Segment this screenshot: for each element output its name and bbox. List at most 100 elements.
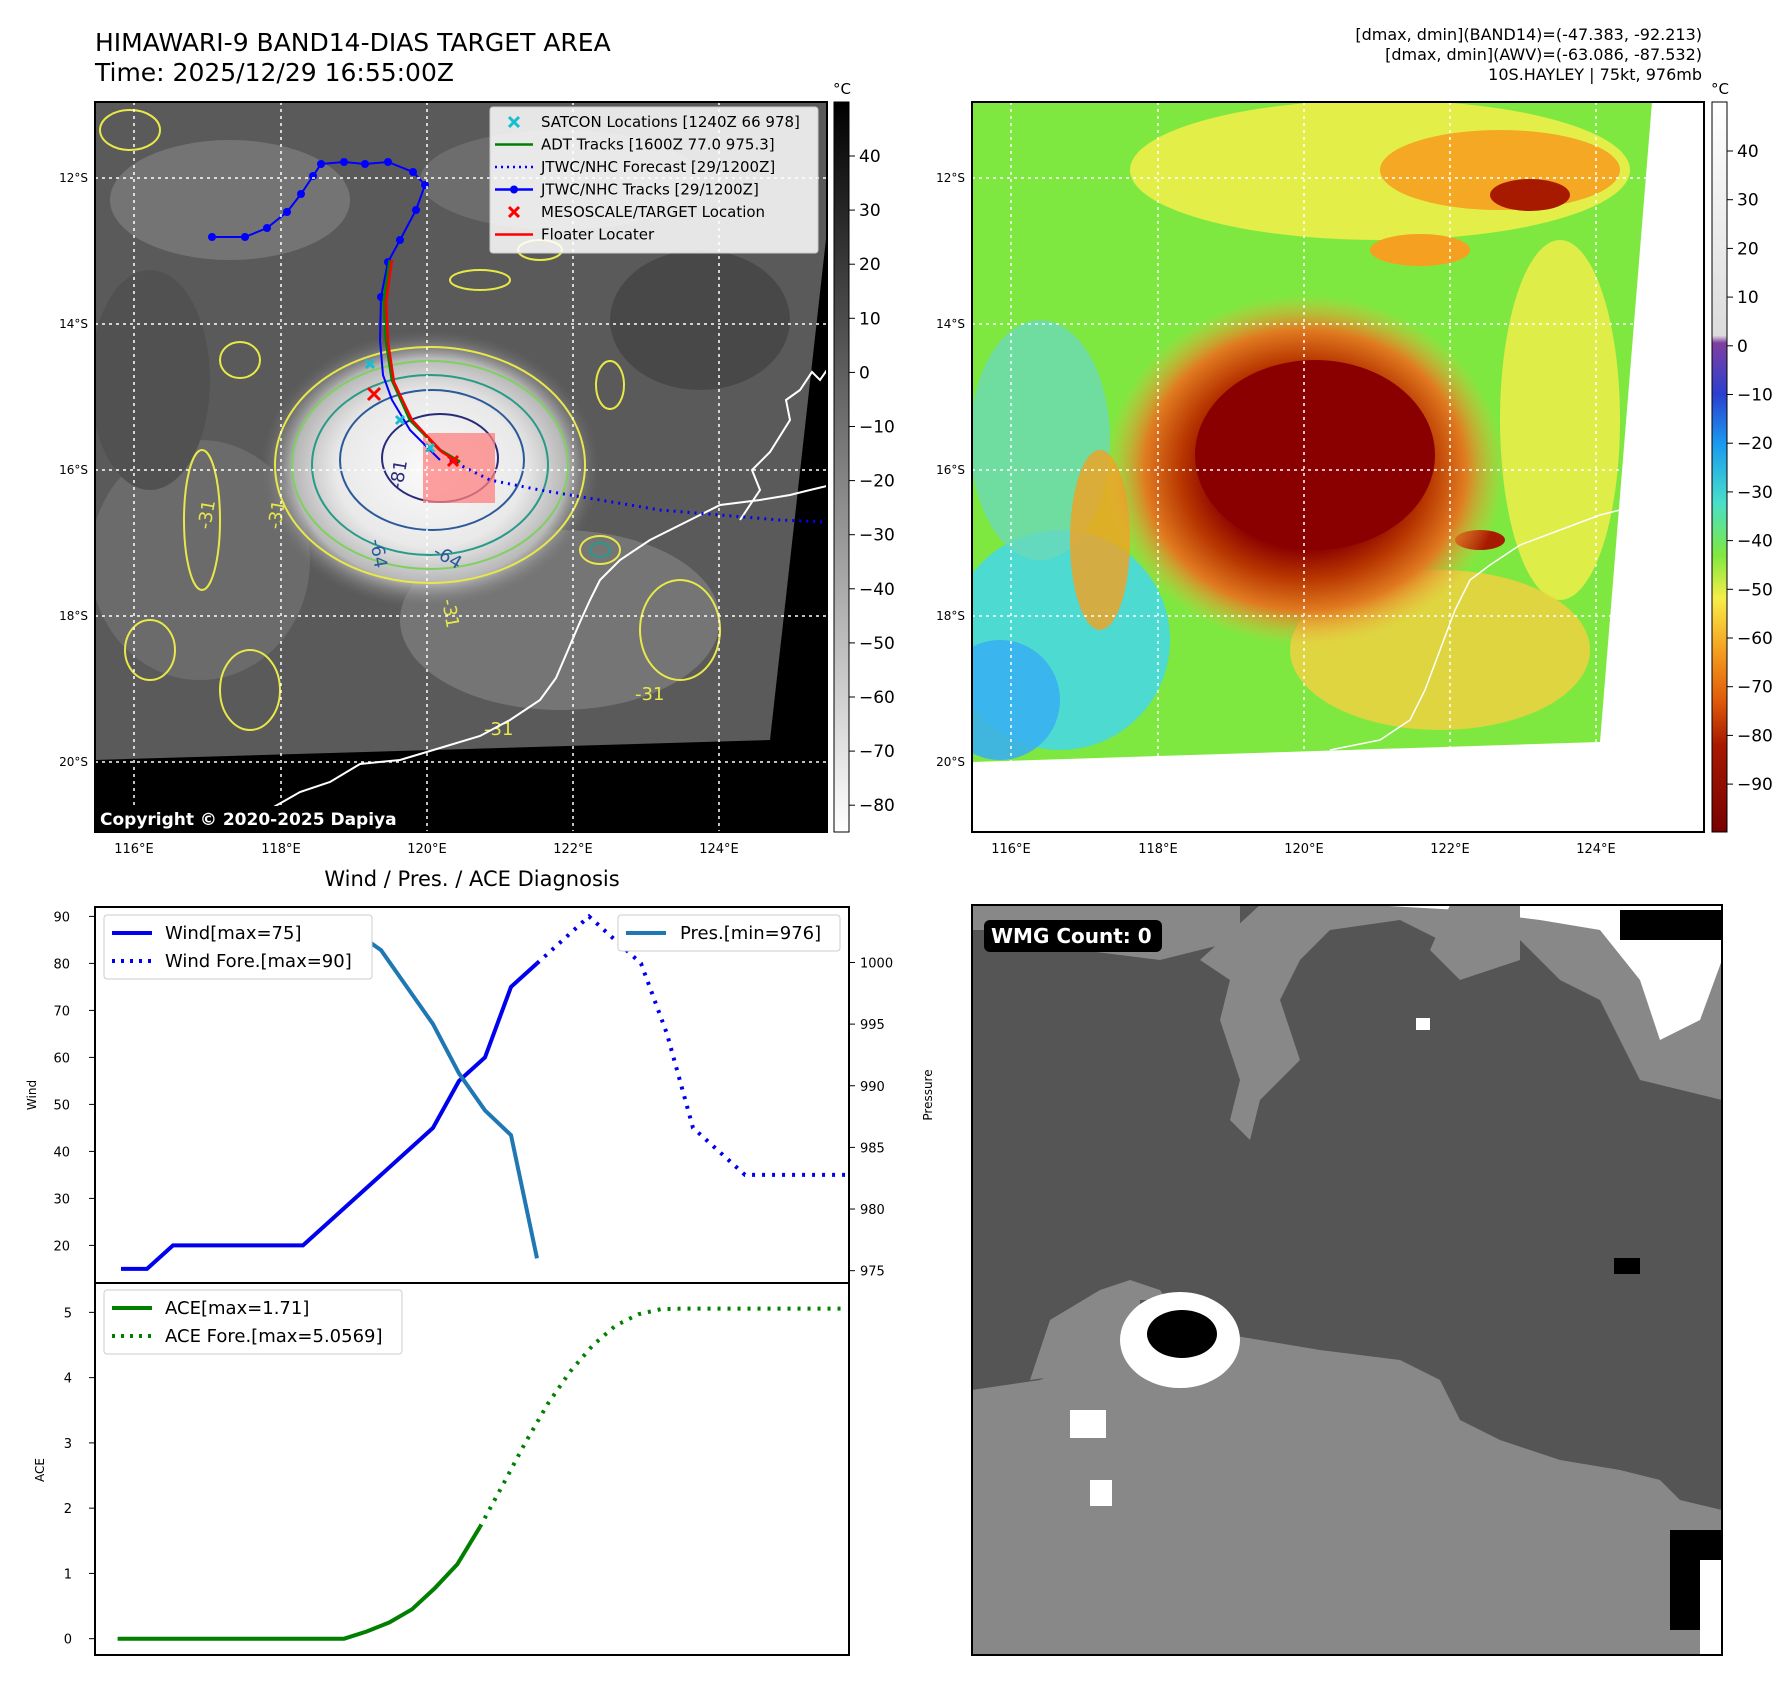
ir-map-panel: -31 -64 -64 -81 -31 -31 -31 -31 bbox=[94, 101, 828, 833]
wind-pressure-chart: 20 30 40 50 60 70 80 90 975 980 985 990 995 1000 Win… bbox=[25, 906, 935, 1284]
coastline-right bbox=[1329, 499, 1653, 751]
copyright-box bbox=[95, 806, 415, 832]
lon-label: 116°E bbox=[114, 842, 154, 857]
wmg-panel: WMG Count: 0 bbox=[971, 904, 1723, 1656]
wind-tick-label: 50 bbox=[53, 1098, 70, 1113]
contour-label: -31 bbox=[635, 684, 664, 705]
lat-label: 12°S bbox=[59, 171, 88, 185]
lon-label: 116°E bbox=[991, 842, 1031, 857]
colorbar-unit: °C bbox=[833, 80, 851, 98]
ace-tick-label: 5 bbox=[64, 1306, 72, 1321]
colorbar-tick-label: 30 bbox=[859, 201, 881, 221]
legend-wind: Wind[max=75] bbox=[165, 923, 302, 944]
pressure-tick-label: 975 bbox=[860, 1265, 885, 1280]
colorbar-tick-label: 30 bbox=[1737, 191, 1759, 211]
colorbar-tick-label: −70 bbox=[859, 742, 895, 762]
pressure-tick-label: 990 bbox=[860, 1080, 885, 1095]
colorbar-tick-label: −10 bbox=[1737, 386, 1773, 406]
color-lon-labels: 116°E 118°E 120°E 122°E 124°E bbox=[991, 842, 1616, 857]
info-storm: 10S.HAYLEY | 75kt, 976mb bbox=[1488, 65, 1702, 84]
ir-lat-labels: 12°S 14°S 16°S 18°S 20°S bbox=[59, 171, 88, 769]
colorbar-tick-label: 40 bbox=[859, 147, 881, 167]
ace-tick-label: 4 bbox=[64, 1372, 72, 1387]
color-storm-core bbox=[1195, 360, 1435, 550]
pressure-legend: Pres.[min=976] bbox=[617, 914, 841, 952]
colorbar-tick-label: −50 bbox=[1737, 580, 1773, 600]
legend-entry: SATCON Locations [1240Z 66 978] bbox=[507, 113, 800, 131]
wmg-count: WMG Count: 0 bbox=[991, 924, 1152, 948]
legend-label: ADT Tracks [1600Z 77.0 975.3] bbox=[541, 136, 775, 154]
lon-label: 124°E bbox=[699, 842, 739, 857]
wind-axis-label: Wind bbox=[25, 1080, 39, 1110]
wind-tick-label: 60 bbox=[53, 1051, 70, 1066]
legend-marker bbox=[507, 115, 521, 129]
color-lat-labels: 12°S 14°S 16°S 18°S 20°S bbox=[936, 171, 965, 769]
color-colorbar: °C 40 30 20 10 0 −10 −20 −30 −40 −50 −60 −70 −80 −90 bbox=[1711, 80, 1773, 833]
track-legend: SATCON Locations [1240Z 66 978] ADT Track… bbox=[489, 106, 819, 254]
series-line-0 bbox=[117, 1526, 482, 1641]
contour-label: -81 bbox=[386, 458, 412, 491]
coastline-north bbox=[739, 369, 827, 521]
ir-cloud-texture bbox=[95, 130, 790, 710]
colorbar-tick-label: −80 bbox=[859, 796, 895, 816]
wind-legend: Wind[max=75] Wind Fore.[max=90] bbox=[103, 914, 373, 980]
colorbar-tick-label: 20 bbox=[1737, 239, 1759, 259]
contour-label: -31 bbox=[194, 498, 220, 531]
pressure-tick-label: 1000 bbox=[860, 956, 893, 971]
legend-label: Floater Locater bbox=[541, 226, 655, 244]
color-gridlines bbox=[972, 102, 1704, 832]
legend-entry: MESOSCALE/TARGET Location bbox=[507, 203, 765, 221]
lat-label: 14°S bbox=[59, 317, 88, 331]
legend-entry: JTWC/NHC Forecast [29/1200Z] bbox=[495, 158, 775, 176]
lat-label: 18°S bbox=[59, 609, 88, 623]
gray-colorbar: °C 40 30 20 10 0 −10 −20 −30 −40 −50 −60 −70 −80 bbox=[833, 80, 895, 833]
colorbar-tick-label: 20 bbox=[859, 255, 881, 275]
colorbar-tick-label: −60 bbox=[859, 688, 895, 708]
ir-lon-labels: 116°E 118°E 120°E 122°E 124°E bbox=[114, 842, 739, 857]
contour-label: -31 bbox=[437, 597, 463, 630]
legend-pressure: Pres.[min=976] bbox=[680, 923, 821, 944]
ace-legend: ACE[max=1.71] ACE Fore.[max=5.0569] bbox=[103, 1289, 403, 1355]
jtwc-track-points bbox=[208, 158, 429, 301]
legend-ace: ACE[max=1.71] bbox=[165, 1298, 309, 1319]
figure-time: Time: 2025/12/29 16:55:00Z bbox=[94, 58, 454, 87]
ace-tick-label: 3 bbox=[64, 1437, 72, 1452]
floater-track bbox=[384, 259, 459, 464]
legend-entry: ADT Tracks [1600Z 77.0 975.3] bbox=[495, 136, 775, 154]
legend-marker bbox=[507, 205, 521, 219]
colorbar-tick-label: −20 bbox=[859, 472, 895, 492]
wmg-field bbox=[972, 905, 1722, 1655]
pressure-tick-label: 995 bbox=[860, 1018, 885, 1033]
legend-label: JTWC/NHC Tracks [29/1200Z] bbox=[540, 181, 759, 199]
series-line-1 bbox=[535, 913, 849, 1177]
colorbar-tick-label: −70 bbox=[1737, 678, 1773, 698]
colorbar-tick-label: 10 bbox=[859, 309, 881, 329]
figure-title: HIMAWARI-9 BAND14-DIAS TARGET AREA bbox=[95, 28, 611, 57]
colorbar-tick-label: −30 bbox=[859, 526, 895, 546]
colorbar-tick-label: −10 bbox=[859, 418, 895, 438]
wmg-label-box bbox=[984, 920, 1162, 952]
lon-label: 124°E bbox=[1576, 842, 1616, 857]
ace-tick-label: 1 bbox=[64, 1567, 72, 1582]
copyright: Copyright © 2020-2025 Dapiya bbox=[100, 810, 397, 830]
ace-chart: 0 1 2 3 4 5 ACE ACE[max=1.71] ACE Fore.[max=5… bbox=[33, 1282, 850, 1656]
colorbar-tick-label: −90 bbox=[1737, 775, 1773, 795]
colorbar-tick-label: 0 bbox=[859, 363, 870, 383]
contour-label: -64 bbox=[365, 537, 391, 570]
lat-label: 16°S bbox=[59, 463, 88, 477]
legend-entry: JTWC/NHC Tracks [29/1200Z] bbox=[495, 181, 759, 199]
lat-label: 18°S bbox=[936, 609, 965, 623]
lon-label: 120°E bbox=[407, 842, 447, 857]
legend-marker-dot bbox=[510, 185, 518, 194]
lat-label: 16°S bbox=[936, 463, 965, 477]
colorbar-tick-label: −20 bbox=[1737, 434, 1773, 454]
legend-ace-forecast: ACE Fore.[max=5.0569] bbox=[165, 1326, 383, 1347]
ace-axis-label: ACE bbox=[33, 1458, 47, 1482]
legend-entry: Floater Locater bbox=[495, 226, 655, 244]
wind-tick-label: 30 bbox=[53, 1192, 70, 1207]
wind-tick-label: 80 bbox=[53, 957, 70, 972]
colorbar-tick-label: 40 bbox=[1737, 142, 1759, 162]
colorbar-unit: °C bbox=[1711, 80, 1729, 98]
colorbar-tick-label: −60 bbox=[1737, 629, 1773, 649]
